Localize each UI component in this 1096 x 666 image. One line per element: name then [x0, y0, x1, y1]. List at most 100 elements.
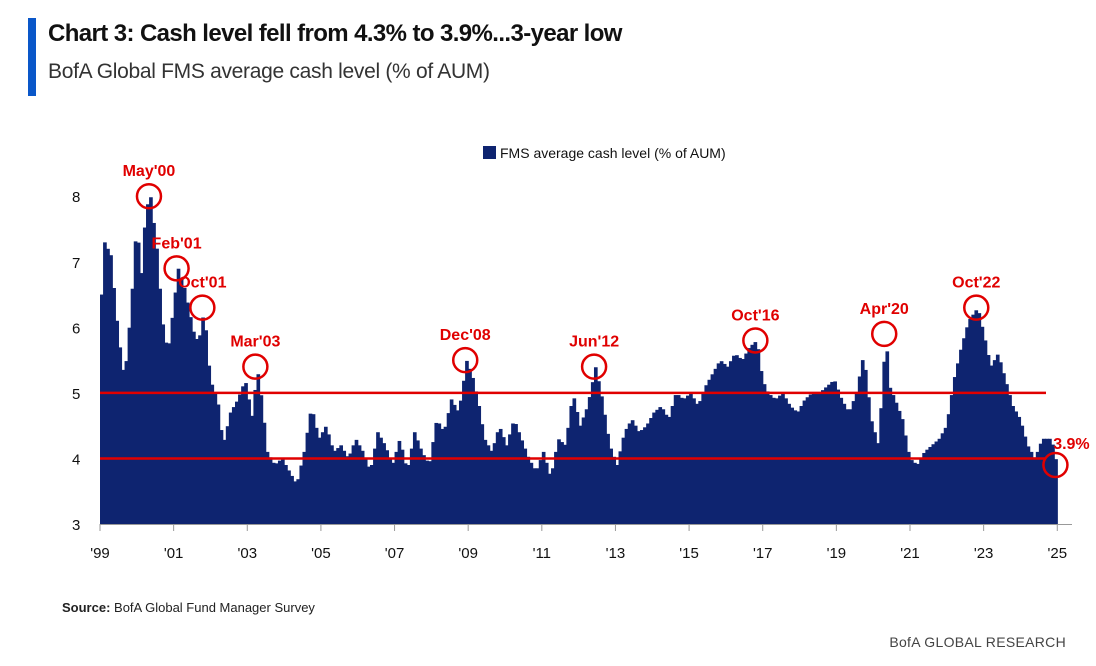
- cash-level-bar-263: [906, 451, 911, 524]
- cash-level-bar-305: [1035, 451, 1040, 524]
- cash-level-bar-73: [323, 426, 328, 524]
- cash-level-bar-185: [667, 416, 672, 524]
- cash-level-bar-230: [805, 397, 810, 524]
- legend-label: FMS average cash level (% of AUM): [500, 145, 726, 161]
- cash-level-bar-149: [557, 439, 561, 524]
- cash-level-bar-291: [992, 360, 997, 524]
- cash-level-bar-88: [370, 465, 374, 524]
- cash-level-bar-186: [670, 406, 675, 524]
- cash-level-bar-35: [207, 365, 212, 524]
- cash-level-bar-40: [222, 439, 227, 524]
- cash-level-bar-81: [348, 453, 353, 524]
- cash-level-bar-74: [327, 434, 331, 524]
- cash-level-bar-61: [287, 470, 291, 524]
- cash-level-bar-115: [452, 404, 457, 524]
- cash-level-bar-20: [161, 324, 166, 524]
- cash-level-bar-132: [505, 445, 509, 524]
- cash-level-bar-304: [1032, 457, 1037, 524]
- cash-level-bar-121: [471, 377, 475, 524]
- cash-level-bar-113: [446, 413, 451, 524]
- annotation-circle-1: [163, 255, 190, 282]
- x-tick-label-1999: '99: [90, 545, 110, 562]
- cash-level-bar-63: [293, 481, 297, 524]
- cash-level-bar-12: [136, 242, 141, 524]
- cash-level-bar-301: [1023, 436, 1028, 524]
- cash-level-bar-145: [544, 462, 549, 524]
- cash-level-bar-236: [824, 387, 828, 524]
- cash-level-bar-34: [204, 330, 208, 524]
- cash-level-bar-107: [428, 461, 432, 524]
- cash-level-bar-27: [182, 288, 187, 524]
- cash-level-bar-75: [330, 445, 334, 524]
- axes-layer: 3 4 5 6 7 8 '99 '01 '03 '05 '07 '09 '11 '13 '15 '17 '19 '…: [72, 189, 1072, 562]
- annotation-circle-9: [1042, 451, 1069, 479]
- cash-level-bar-300: [1020, 425, 1025, 524]
- x-tick-label-2021: '21: [900, 545, 920, 562]
- cash-level-bar-308: [1045, 438, 1049, 524]
- cash-level-bar-104: [419, 448, 423, 524]
- cash-level-bar-125: [483, 439, 488, 524]
- cash-level-bar-38: [216, 404, 221, 524]
- cash-level-bar-44: [235, 401, 239, 524]
- cash-level-bar-164: [603, 414, 607, 524]
- cash-level-bar-181: [655, 409, 660, 524]
- cash-level-bar-290: [989, 365, 994, 524]
- cash-level-bar-195: [698, 401, 702, 524]
- cash-level-bar-280: [959, 349, 963, 524]
- cash-level-bar-114: [449, 399, 454, 524]
- cash-level-bar-184: [664, 414, 669, 524]
- cash-level-bar-293: [998, 362, 1003, 524]
- cash-level-bar-307: [1041, 438, 1046, 524]
- cash-level-bar-248: [860, 360, 865, 524]
- cash-level-bar-178: [646, 423, 650, 524]
- cash-level-bar-155: [575, 412, 580, 524]
- cash-level-bar-298: [1014, 411, 1018, 524]
- cash-level-bar-245: [851, 401, 856, 524]
- cash-level-bar-144: [541, 451, 546, 524]
- cash-level-bar-129: [495, 432, 500, 524]
- annotation-label-4: Dec'08: [440, 327, 491, 344]
- cash-level-bar-171: [624, 428, 629, 524]
- cash-level-bar-212: [750, 344, 755, 524]
- cash-level-bar-96: [394, 451, 399, 524]
- cash-level-bar-278: [952, 377, 957, 524]
- cash-level-bar-55: [268, 457, 273, 524]
- y-tick-label-5: 5: [72, 386, 80, 403]
- x-tick-label-2017: '17: [753, 545, 773, 562]
- cash-level-bar-28: [185, 302, 190, 524]
- cash-level-bar-255: [882, 361, 887, 524]
- cash-level-bar-54: [265, 451, 270, 524]
- cash-level-bar-227: [796, 411, 801, 524]
- cash-level-bar-182: [658, 407, 663, 524]
- cash-level-bar-41: [225, 426, 230, 524]
- cash-level-bar-97: [397, 440, 402, 524]
- annotations-layer: May'00 Feb'01 Oct'01 Mar'03 Dec'08 Jun'12 Oct'…: [123, 163, 1090, 479]
- cash-level-bar-133: [508, 434, 512, 524]
- cash-level-bar-282: [965, 327, 969, 524]
- cash-level-bar-194: [695, 403, 699, 524]
- cash-level-bar-62: [290, 475, 294, 524]
- cash-level-bar-48: [247, 399, 251, 524]
- cash-level-bar-71: [317, 437, 322, 524]
- cash-level-bar-309: [1048, 438, 1052, 524]
- cash-level-bar-260: [897, 410, 902, 524]
- cash-level-bar-31: [195, 338, 199, 524]
- chart-subtitle: BofA Global FMS average cash level (% of…: [48, 60, 490, 83]
- cash-level-bar-215: [759, 371, 764, 524]
- cash-level-bar-119: [465, 360, 469, 524]
- cash-level-bar-279: [956, 363, 960, 524]
- cash-level-bar-82: [351, 445, 356, 524]
- cash-level-bar-136: [517, 432, 521, 524]
- y-tick-label-7: 7: [72, 255, 80, 272]
- cash-level-bar-306: [1038, 443, 1043, 524]
- cash-level-bar-214: [756, 349, 761, 524]
- cash-level-bar-271: [931, 444, 936, 524]
- cash-level-bar-153: [569, 406, 574, 524]
- cash-level-bar-264: [910, 460, 914, 524]
- cash-level-bar-85: [360, 450, 365, 524]
- annotation-label-2: Oct'01: [178, 275, 226, 292]
- y-tick-label-4: 4: [72, 451, 80, 468]
- cash-level-bar-206: [732, 355, 736, 524]
- cash-level-bar-204: [725, 366, 730, 524]
